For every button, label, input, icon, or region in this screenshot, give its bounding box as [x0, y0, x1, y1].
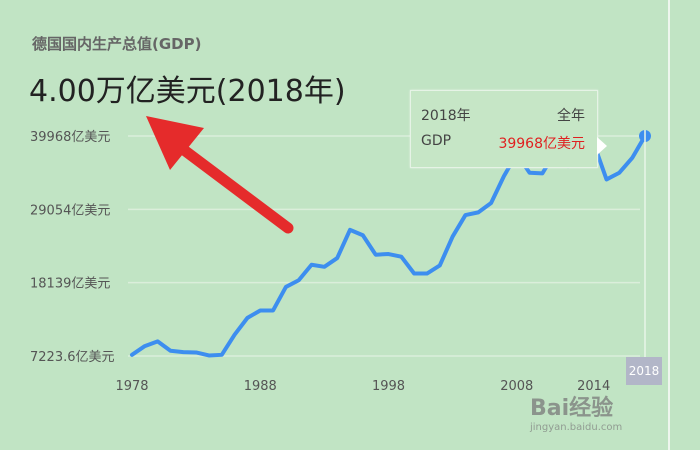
data-point[interactable]: [194, 350, 199, 355]
headline-value: 4.00万亿美元(2018年): [29, 74, 346, 109]
x-tick-label: 2014: [577, 379, 610, 394]
x-tick-label: 1998: [372, 379, 405, 394]
data-point[interactable]: [540, 171, 545, 176]
data-point[interactable]: [604, 177, 609, 182]
data-point[interactable]: [258, 308, 263, 313]
data-point[interactable]: [373, 252, 378, 257]
tooltip-year: 2018年: [421, 108, 471, 124]
data-point[interactable]: [245, 315, 250, 320]
current-year-badge[interactable]: 2018: [626, 357, 662, 385]
tooltip-metric: GDP: [421, 133, 452, 149]
tooltip-pointer-icon: [597, 137, 607, 155]
data-point[interactable]: [283, 284, 288, 289]
y-tick-label: 18139亿美元: [30, 277, 110, 292]
watermark-brand: Bai经验: [530, 396, 614, 421]
y-axis-labels: 7223.6亿美元 18139亿美元 29054亿美元 39968亿美元: [30, 130, 115, 365]
data-point[interactable]: [219, 352, 224, 357]
x-axis-labels: 1978 1988 1998 2008 2014: [115, 379, 610, 394]
data-point[interactable]: [476, 210, 481, 215]
data-point[interactable]: [232, 332, 237, 337]
data-point[interactable]: [630, 155, 635, 160]
watermark-logo: Bai经验 jingyan.baidu.com: [530, 390, 622, 433]
data-point[interactable]: [501, 174, 506, 179]
data-point[interactable]: [309, 262, 314, 267]
chart-title: 德国国内生产总值(GDP): [32, 35, 202, 53]
y-tick-label: 39968亿美元: [30, 130, 110, 145]
data-point[interactable]: [271, 308, 276, 313]
data-point[interactable]: [399, 254, 404, 259]
data-point[interactable]: [181, 350, 186, 355]
data-tooltip: 2018年 全年 GDP 39968亿美元: [410, 90, 607, 168]
data-point[interactable]: [386, 252, 391, 257]
data-point[interactable]: [348, 227, 353, 232]
data-point[interactable]: [437, 263, 442, 268]
data-point[interactable]: [168, 348, 173, 353]
data-point[interactable]: [206, 353, 211, 358]
data-point[interactable]: [463, 213, 468, 218]
data-point[interactable]: [617, 170, 622, 175]
x-tick-label: 2008: [500, 379, 533, 394]
red-arrow-icon: [146, 116, 294, 234]
data-point[interactable]: [142, 344, 147, 349]
x-tick-label: 1978: [115, 379, 148, 394]
data-point[interactable]: [412, 271, 417, 276]
data-point[interactable]: [489, 200, 494, 205]
data-point[interactable]: [360, 233, 365, 238]
y-tick-label: 7223.6亿美元: [30, 350, 115, 365]
data-point[interactable]: [424, 271, 429, 276]
data-point[interactable]: [296, 278, 301, 283]
data-point[interactable]: [450, 234, 455, 239]
data-point[interactable]: [527, 170, 532, 175]
data-point[interactable]: [130, 352, 135, 357]
y-tick-label: 29054亿美元: [30, 203, 110, 218]
watermark-url: jingyan.baidu.com: [530, 422, 623, 433]
tooltip-value: 39968亿美元: [498, 136, 585, 152]
data-point[interactable]: [155, 339, 160, 344]
data-point[interactable]: [322, 264, 327, 269]
x-tick-label: 1988: [244, 379, 277, 394]
tooltip-period: 全年: [557, 108, 585, 124]
chart-card: [668, 0, 670, 450]
data-point[interactable]: [335, 256, 340, 261]
